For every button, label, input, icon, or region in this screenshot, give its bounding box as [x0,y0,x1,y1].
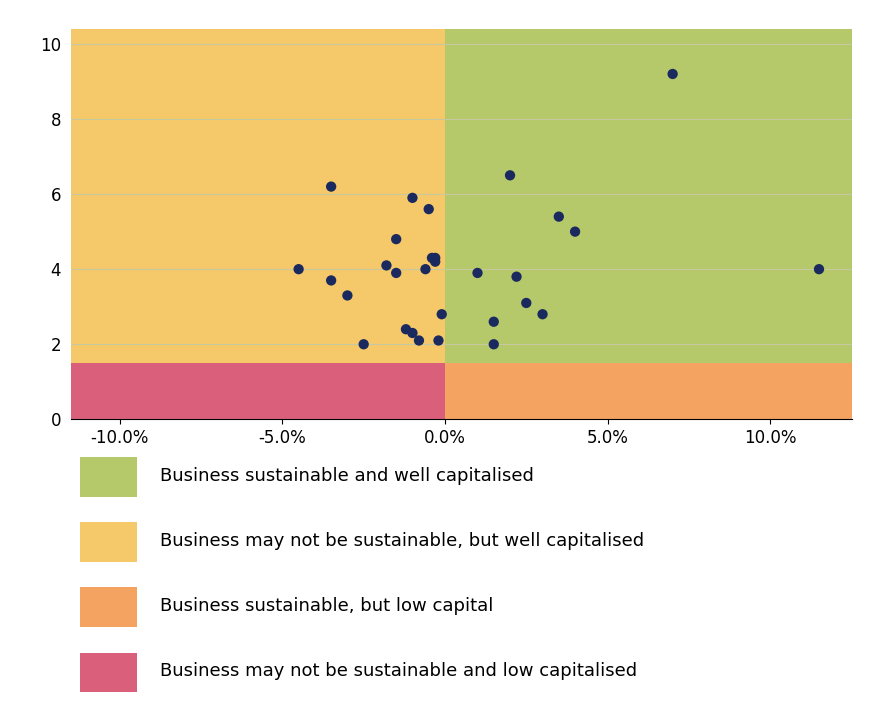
Bar [71,29,445,363]
Point [421,203,435,215]
Point [379,260,393,271]
Point [486,316,501,328]
Bar [445,29,851,363]
Point [664,68,679,80]
Text: Business sustainable, but low capital: Business sustainable, but low capital [159,597,493,615]
Point [405,328,419,339]
Point [340,290,354,301]
Text: Business may not be sustainable, but well capitalised: Business may not be sustainable, but wel… [159,532,643,549]
Point [509,271,523,283]
Point [535,309,549,320]
Bar [445,363,851,419]
Point [323,275,338,286]
Point [470,268,484,279]
Point [431,335,445,346]
Point [323,181,338,192]
Point [389,234,403,245]
Point [428,256,442,268]
Point [356,338,370,350]
Point [411,335,425,346]
Text: Business sustainable and well capitalised: Business sustainable and well capitalise… [159,467,533,484]
Point [291,263,306,275]
Point [424,252,439,264]
Bar [71,363,445,419]
Point [389,268,403,279]
Point [405,192,419,204]
Point [518,297,532,309]
Point [399,323,413,335]
Point [418,263,432,275]
Point [434,309,448,320]
Point [567,226,581,237]
Point [551,211,565,223]
Point [428,252,442,264]
Text: Business may not be sustainable and low capitalised: Business may not be sustainable and low … [159,662,636,680]
Point [486,338,501,350]
Point [502,170,517,181]
Point [811,263,825,275]
